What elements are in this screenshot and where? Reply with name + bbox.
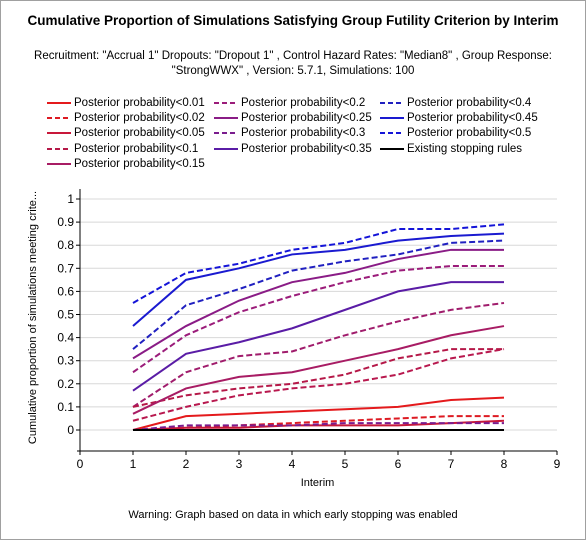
y-tick-label: 0.9 xyxy=(57,215,74,229)
y-tick-label: 0.1 xyxy=(57,400,74,414)
legend-swatch xyxy=(47,132,71,135)
legend-label: Posterior probability<0.3 xyxy=(241,127,366,140)
legend-label: Posterior probability<0.35 xyxy=(241,142,372,155)
series-line xyxy=(132,239,505,350)
legend-swatch xyxy=(214,132,238,135)
series-line xyxy=(132,264,504,374)
legend-swatch xyxy=(380,147,404,150)
x-axis-label: Interim xyxy=(301,477,335,489)
legend-swatch xyxy=(380,102,404,104)
x-tick-label: 1 xyxy=(130,457,137,471)
x-tick-label: 0 xyxy=(77,457,84,471)
legend-label: Posterior probability<0.4 xyxy=(407,97,532,109)
legend-swatch xyxy=(214,147,238,150)
legend-swatch xyxy=(47,117,71,120)
series-line-extra xyxy=(132,348,505,422)
x-tick-label: 9 xyxy=(554,457,561,471)
legend-label: Posterior probability<0.05 xyxy=(74,127,205,140)
chart-subtitle: Recruitment: "Accrual 1" Dropouts: "Drop… xyxy=(34,50,552,77)
legend-label: Posterior probability<0.5 xyxy=(407,127,532,140)
y-tick-label: 0.3 xyxy=(57,354,74,368)
y-tick-label: 0.7 xyxy=(57,261,74,275)
y-axis-label: Cumulative proportion of simulations mee… xyxy=(27,191,39,444)
legend-swatch xyxy=(214,102,238,104)
legend-label: Posterior probability<0.01 xyxy=(74,97,205,109)
series-line xyxy=(132,281,504,392)
legend-label: Existing stopping rules xyxy=(407,142,523,155)
x-tick-label: 8 xyxy=(501,457,508,471)
y-tick-label: 0.2 xyxy=(57,377,74,391)
x-tick-label: 4 xyxy=(289,457,296,471)
x-tick-label: 7 xyxy=(448,457,455,471)
legend-label: Posterior probability<0.25 xyxy=(241,112,372,125)
series-line-extra xyxy=(132,301,505,408)
series-line xyxy=(132,415,504,431)
x-tick-label: 2 xyxy=(183,457,190,471)
series-line xyxy=(132,248,504,360)
legend-swatch xyxy=(47,162,71,165)
legend-label: Posterior probability<0.02 xyxy=(74,112,205,125)
series-line xyxy=(132,348,504,408)
y-tick-label: 0.8 xyxy=(57,238,74,252)
x-tick-label: 6 xyxy=(395,457,402,471)
y-tick-label: 1 xyxy=(67,192,74,206)
legend-label: Posterior probability<0.15 xyxy=(74,157,205,170)
legend-swatch xyxy=(47,102,71,104)
x-tick-label: 3 xyxy=(236,457,243,471)
chart-legend: Posterior probability<0.01 Posterior prob… xyxy=(0,0,586,180)
legend-label: Posterior probability<0.45 xyxy=(407,112,538,125)
legend-swatch xyxy=(214,117,238,120)
legend-label: Posterior probability<0.2 xyxy=(241,97,366,109)
x-tick-label: 5 xyxy=(342,457,349,471)
legend-swatch xyxy=(47,147,71,150)
y-tick-label: 0 xyxy=(67,423,74,437)
series-line xyxy=(132,325,505,415)
legend-label: Posterior probability<0.1 xyxy=(74,142,199,155)
legend-swatch xyxy=(380,132,404,135)
warning-note: Warning: Graph based on data in which ea… xyxy=(128,509,458,521)
series-line xyxy=(132,422,504,431)
chart-title: Cumulative Proportion of Simulations Sat… xyxy=(27,13,559,28)
legend-swatch xyxy=(380,117,404,120)
y-tick-label: 0.4 xyxy=(57,331,74,345)
y-tick-label: 0.5 xyxy=(57,308,74,322)
series-line xyxy=(132,396,505,431)
y-tick-label: 0.6 xyxy=(57,284,74,298)
series-line xyxy=(132,232,505,327)
